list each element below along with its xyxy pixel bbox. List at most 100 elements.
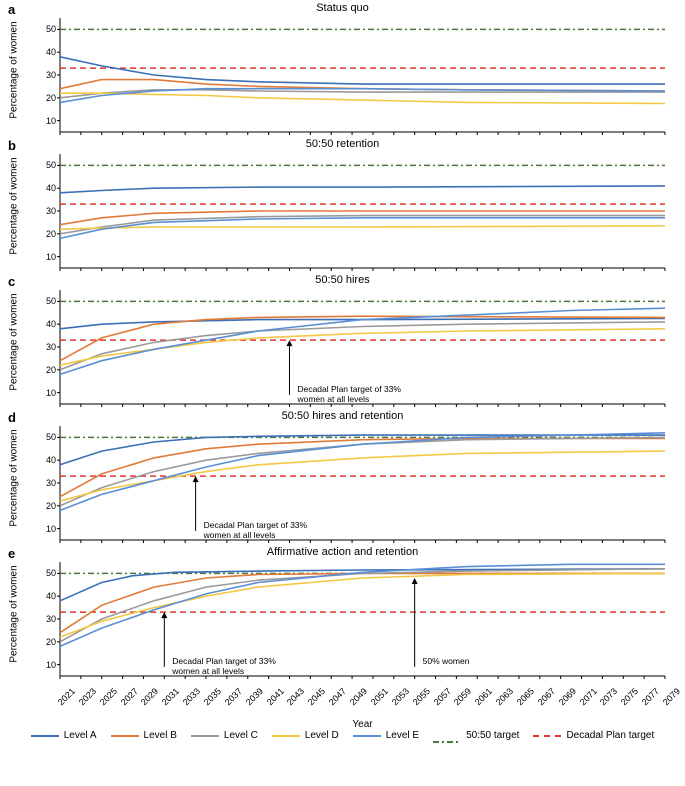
- legend-item: Level E: [353, 730, 419, 741]
- y-tick-label: 30: [46, 70, 60, 80]
- panel-e: e Affirmative action and retention Perce…: [10, 548, 675, 680]
- legend-label: 50:50 target: [466, 730, 519, 741]
- legend-label: Level C: [224, 730, 258, 741]
- x-tick-label: 2061: [473, 686, 494, 707]
- y-tick-label: 30: [46, 614, 60, 624]
- legend-item: Level C: [191, 730, 258, 741]
- x-tick-label: 2059: [452, 686, 473, 707]
- legend-label: Level B: [144, 730, 177, 741]
- y-axis-label: Percentage of women: [9, 21, 20, 118]
- x-tick-label: 2049: [348, 686, 369, 707]
- x-tick-label: 2031: [160, 686, 181, 707]
- y-tick-label: 50: [46, 160, 60, 170]
- y-axis-label: Percentage of women: [9, 565, 20, 662]
- x-tick-label: 2043: [285, 686, 306, 707]
- x-axis-label: Year: [60, 719, 665, 730]
- x-tick-label: 2073: [598, 686, 619, 707]
- figure: a Status quo Percentage of women 1020304…: [0, 0, 685, 786]
- plot-area: 1020304050: [60, 18, 665, 132]
- y-tick-label: 50: [46, 432, 60, 442]
- x-tick-label: 2029: [139, 686, 160, 707]
- y-tick-label: 10: [46, 524, 60, 534]
- annotation-text: Decadal Plan target of 33%women at all l…: [297, 385, 400, 405]
- panel-title: 50:50 hires: [10, 274, 675, 286]
- y-tick-label: 10: [46, 116, 60, 126]
- panel-title: Status quo: [10, 2, 675, 14]
- legend-swatch: [191, 735, 219, 737]
- y-tick-label: 50: [46, 568, 60, 578]
- y-tick-label: 20: [46, 637, 60, 647]
- x-axis: Year 20212023202520272029203120332035203…: [60, 684, 665, 730]
- y-tick-label: 40: [46, 455, 60, 465]
- plot-area: Decadal Plan target of 33%women at all l…: [60, 290, 665, 404]
- x-tick-label: 2045: [306, 686, 327, 707]
- x-tick-label: 2039: [244, 686, 265, 707]
- legend-label: Decadal Plan target: [566, 730, 654, 741]
- x-tick-label: 2021: [56, 686, 77, 707]
- legend-swatch: [31, 735, 59, 737]
- annotation-text: 50% women: [423, 657, 470, 667]
- legend-swatch: [433, 735, 461, 737]
- x-tick-label: 2071: [577, 686, 598, 707]
- x-tick-label: 2023: [77, 686, 98, 707]
- legend-swatch: [111, 735, 139, 737]
- x-tick-label: 2037: [223, 686, 244, 707]
- legend-label: Level E: [386, 730, 419, 741]
- x-tick-label: 2055: [410, 686, 431, 707]
- x-tick-label: 2035: [202, 686, 223, 707]
- panel-title: 50:50 retention: [10, 138, 675, 150]
- x-tick-label: 2065: [515, 686, 536, 707]
- y-axis-label: Percentage of women: [9, 157, 20, 254]
- y-tick-label: 40: [46, 591, 60, 601]
- y-tick-label: 10: [46, 252, 60, 262]
- x-tick-label: 2025: [98, 686, 119, 707]
- y-tick-label: 40: [46, 319, 60, 329]
- panel-a: a Status quo Percentage of women 1020304…: [10, 4, 675, 136]
- legend-item: Level A: [31, 730, 97, 741]
- y-axis-label: Percentage of women: [9, 429, 20, 526]
- y-tick-label: 30: [46, 206, 60, 216]
- x-tick-label: 2051: [369, 686, 390, 707]
- y-tick-label: 20: [46, 93, 60, 103]
- y-tick-label: 10: [46, 388, 60, 398]
- panel-b: b 50:50 retention Percentage of women 10…: [10, 140, 675, 272]
- plot-area: Decadal Plan target of 33%women at all l…: [60, 426, 665, 540]
- annotation-text: Decadal Plan target of 33%women at all l…: [204, 521, 307, 541]
- annotation-text: Decadal Plan target of 33%women at all l…: [172, 657, 275, 677]
- x-tick-label: 2047: [327, 686, 348, 707]
- y-tick-label: 20: [46, 229, 60, 239]
- legend-swatch: [272, 735, 300, 737]
- panel-c: c 50:50 hires Percentage of women Decada…: [10, 276, 675, 408]
- legend-item: Decadal Plan target: [533, 730, 654, 741]
- plot-area: Decadal Plan target of 33%women at all l…: [60, 562, 665, 676]
- x-tick-label: 2053: [390, 686, 411, 707]
- x-tick-label: 2067: [536, 686, 557, 707]
- plot-area: 1020304050: [60, 154, 665, 268]
- x-tick-label: 2041: [264, 686, 285, 707]
- x-tick-label: 2027: [118, 686, 139, 707]
- y-tick-label: 40: [46, 47, 60, 57]
- y-tick-label: 10: [46, 660, 60, 670]
- x-tick-label: 2077: [640, 686, 661, 707]
- y-axis-label: Percentage of women: [9, 293, 20, 390]
- legend-label: Level A: [64, 730, 97, 741]
- legend: Level A Level B Level C Level D Level E 50:50…: [30, 730, 655, 741]
- legend-swatch: [533, 735, 561, 737]
- x-tick-label: 2069: [557, 686, 578, 707]
- y-tick-label: 20: [46, 365, 60, 375]
- legend-item: Level B: [111, 730, 177, 741]
- legend-item: 50:50 target: [433, 730, 519, 741]
- legend-swatch: [353, 735, 381, 737]
- x-tick-label: 2079: [661, 686, 682, 707]
- y-tick-label: 30: [46, 478, 60, 488]
- y-tick-label: 20: [46, 501, 60, 511]
- x-tick-label: 2063: [494, 686, 515, 707]
- x-tick-label: 2075: [619, 686, 640, 707]
- legend-item: Level D: [272, 730, 339, 741]
- y-tick-label: 50: [46, 296, 60, 306]
- panel-d: d 50:50 hires and retention Percentage o…: [10, 412, 675, 544]
- x-tick-label: 2057: [431, 686, 452, 707]
- y-tick-label: 30: [46, 342, 60, 352]
- panel-title: Affirmative action and retention: [10, 546, 675, 558]
- y-tick-label: 40: [46, 183, 60, 193]
